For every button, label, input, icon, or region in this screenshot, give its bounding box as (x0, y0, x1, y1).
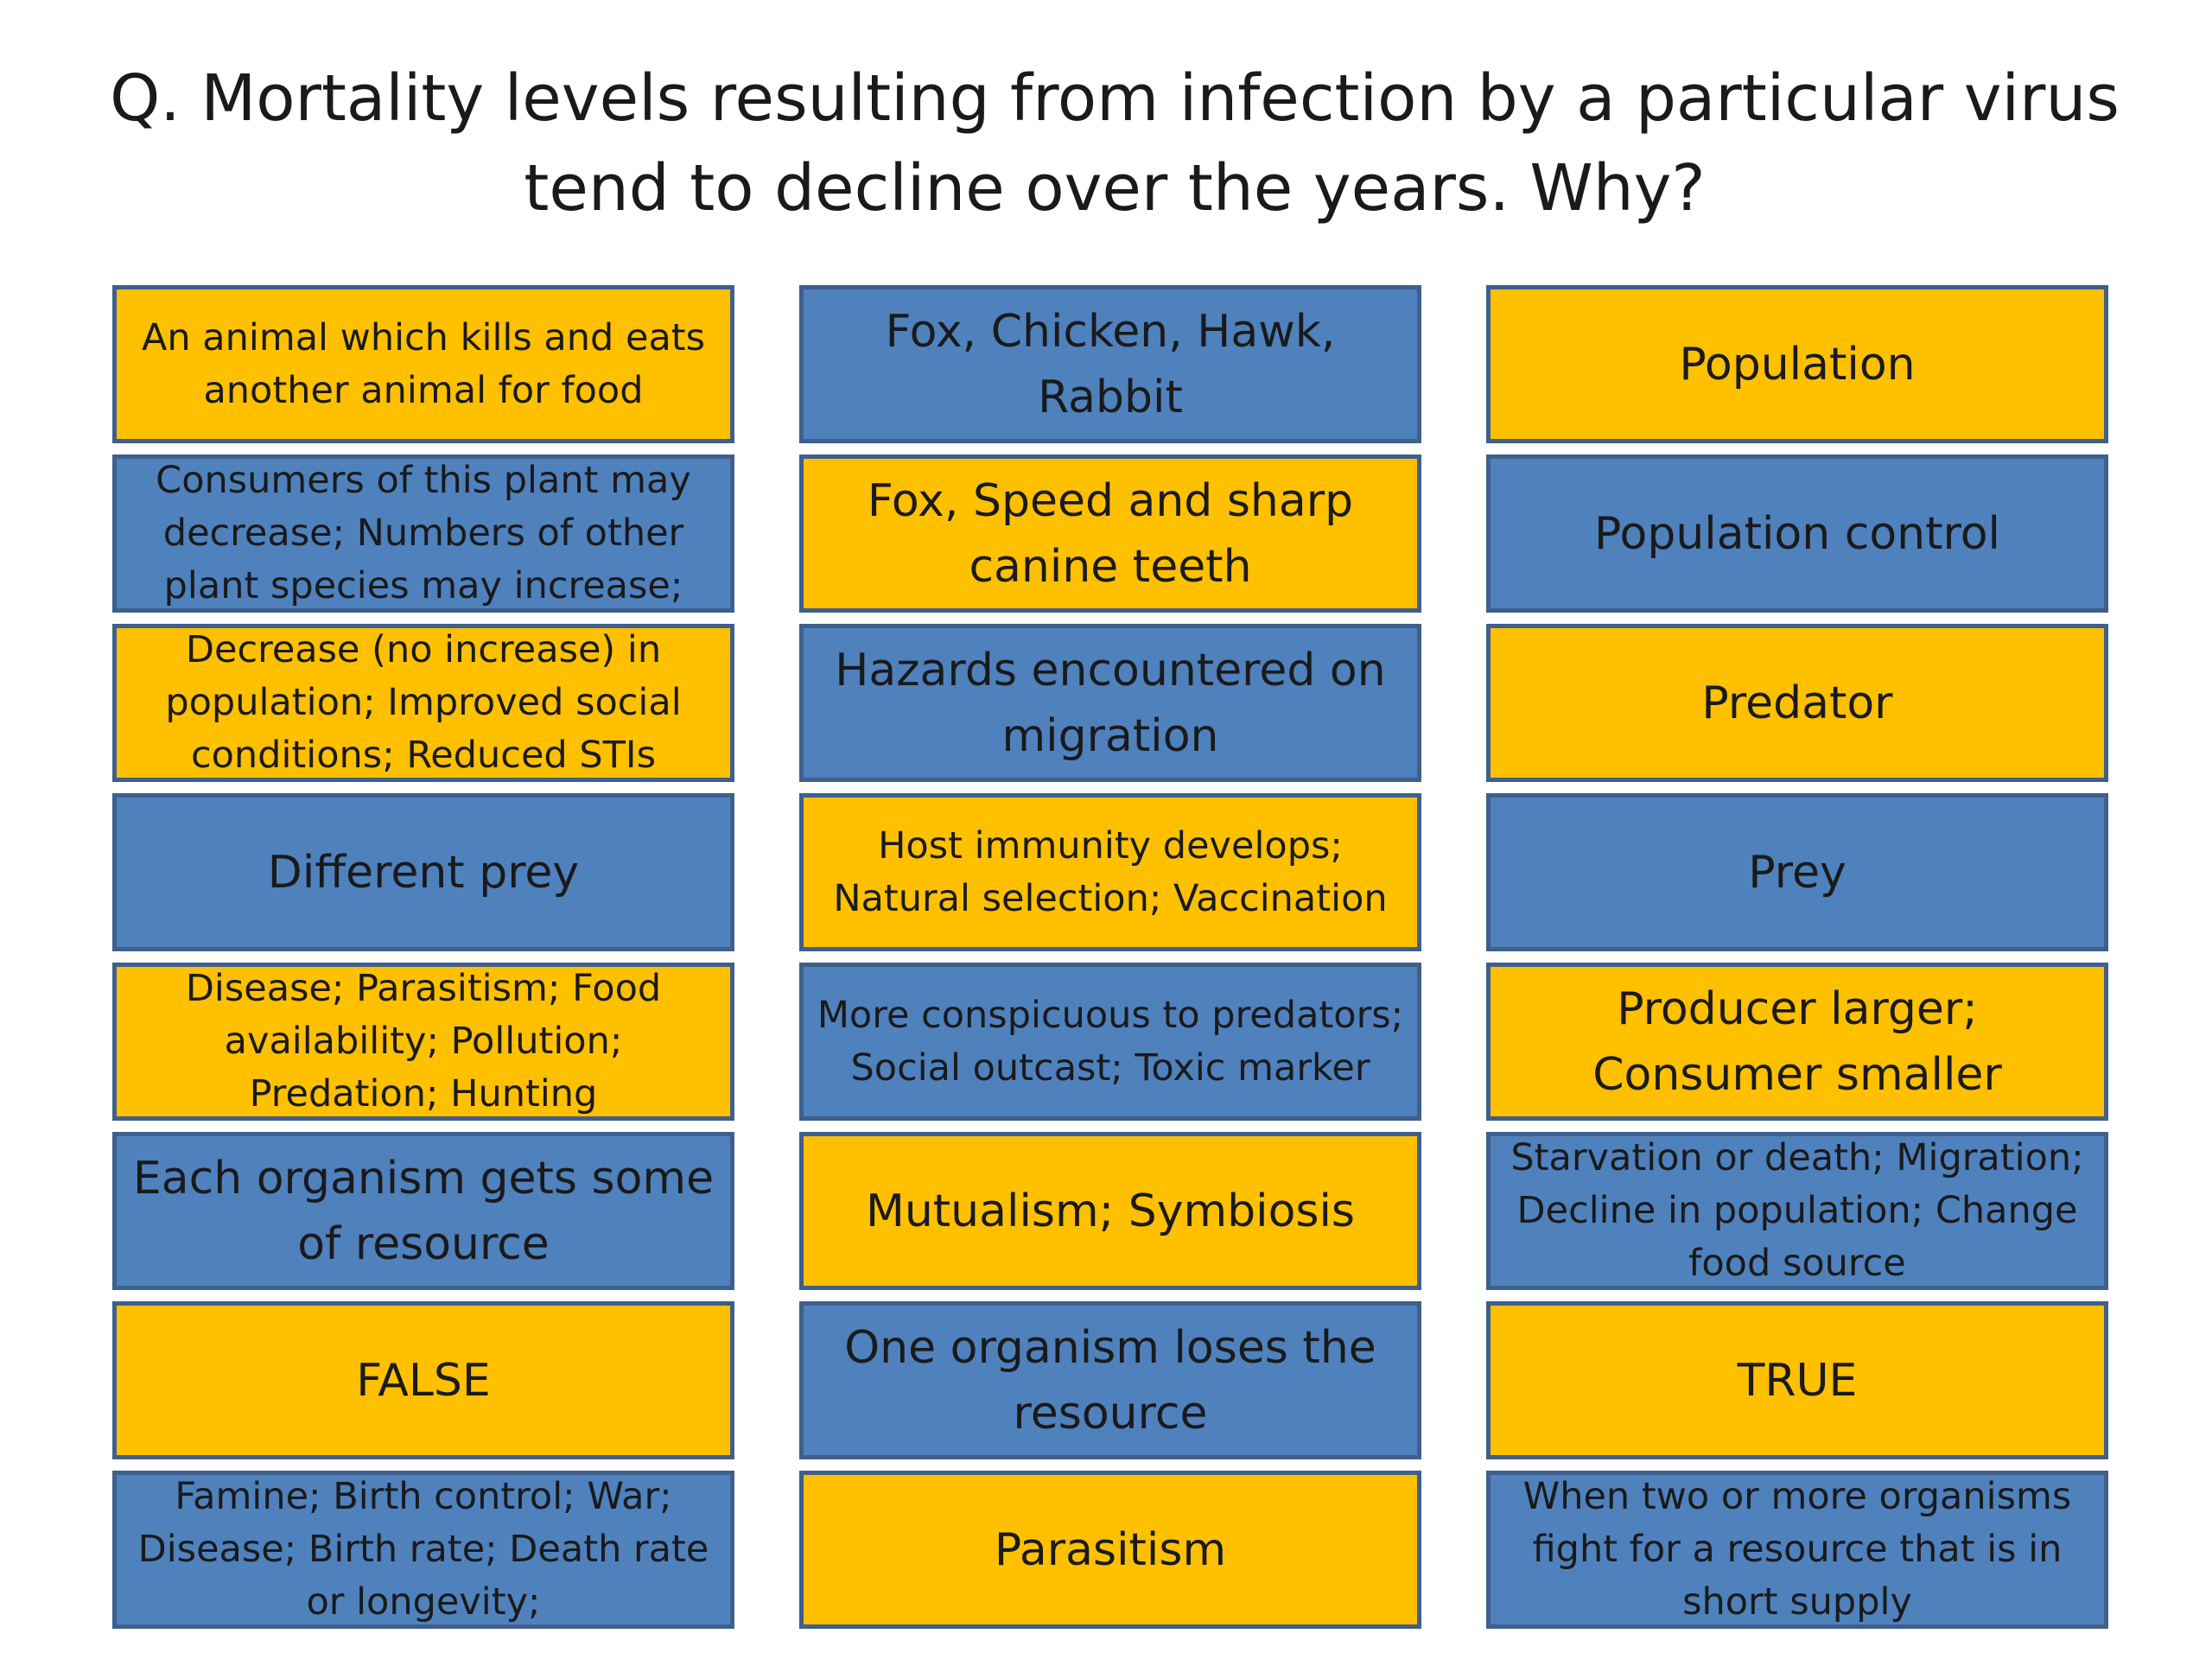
answer-card-text: Disease; Parasitism; Food availability; … (185, 967, 662, 1116)
answer-card[interactable]: Famine; Birth control; War; Disease; Bir… (112, 1471, 734, 1629)
question-title: Q. Mortality levels resulting from infec… (110, 61, 2120, 226)
answer-card-text: Predator (1701, 677, 1893, 729)
answer-card-text: FALSE (356, 1354, 491, 1407)
answer-card[interactable]: Parasitism (799, 1471, 1421, 1629)
answer-card-text: One organism loses the resource (844, 1321, 1376, 1440)
answer-card-text: Hazards encountered on migration (835, 644, 1386, 762)
answer-card-text: More conspicuous to predators; Social ou… (817, 993, 1404, 1090)
answer-grid: An animal which kills and eats another a… (112, 285, 2108, 1629)
answer-card-text: Fox, Speed and sharp canine teeth (867, 474, 1354, 593)
answer-card[interactable]: Population control (1486, 454, 2108, 613)
answer-card-text: Famine; Birth control; War; Disease; Bir… (137, 1475, 709, 1624)
answer-card-text: Host immunity develops; Natural selectio… (833, 823, 1388, 920)
answer-card[interactable]: Consumers of this plant may decrease; Nu… (112, 454, 734, 613)
answer-card[interactable]: Decrease (no increase) in population; Im… (112, 624, 734, 782)
answer-card[interactable]: TRUE (1486, 1301, 2108, 1459)
answer-card-text: Decrease (no increase) in population; Im… (165, 628, 682, 777)
answer-card[interactable]: Fox, Speed and sharp canine teeth (799, 454, 1421, 613)
answer-card[interactable]: Mutualism; Symbiosis (799, 1132, 1421, 1290)
answer-card[interactable]: Predator (1486, 624, 2108, 782)
answer-card[interactable]: Starvation or death; Migration; Decline … (1486, 1132, 2108, 1290)
answer-card-text: TRUE (1737, 1354, 1858, 1407)
answer-card[interactable]: More conspicuous to predators; Social ou… (799, 963, 1421, 1121)
answer-card-text: Fox, Chicken, Hawk, Rabbit (885, 305, 1336, 423)
answer-card[interactable]: An animal which kills and eats another a… (112, 285, 734, 443)
answer-card-text: Mutualism; Symbiosis (865, 1185, 1356, 1237)
answer-card-text: Population control (1594, 507, 2000, 560)
answer-card[interactable]: When two or more organisms fight for a r… (1486, 1471, 2108, 1629)
answer-card[interactable]: Different prey (112, 793, 734, 951)
answer-card[interactable]: Producer larger; Consumer smaller (1486, 963, 2108, 1121)
answer-card[interactable]: Host immunity develops; Natural selectio… (799, 793, 1421, 951)
answer-card[interactable]: FALSE (112, 1301, 734, 1459)
answer-card[interactable]: Population (1486, 285, 2108, 443)
answer-card-text: Consumers of this plant may decrease; Nu… (156, 459, 691, 607)
answer-card-text: Starvation or death; Migration; Decline … (1510, 1136, 2084, 1285)
answer-card[interactable]: Disease; Parasitism; Food availability; … (112, 963, 734, 1121)
answer-card-text: Prey (1748, 846, 1847, 899)
answer-card-text: Different prey (267, 846, 580, 899)
answer-card-text: Each organism gets some of resource (132, 1152, 715, 1270)
answer-card[interactable]: Prey (1486, 793, 2108, 951)
answer-card-text: Parasitism (994, 1523, 1227, 1576)
answer-card-text: When two or more organisms fight for a r… (1522, 1475, 2072, 1624)
answer-card[interactable]: One organism loses the resource (799, 1301, 1421, 1459)
answer-card[interactable]: Fox, Chicken, Hawk, Rabbit (799, 285, 1421, 443)
answer-card-text: An animal which kills and eats another a… (141, 315, 706, 412)
answer-card-text: Producer larger; Consumer smaller (1592, 982, 2002, 1101)
answer-card-text: Population (1679, 338, 1916, 391)
answer-card[interactable]: Hazards encountered on migration (799, 624, 1421, 782)
answer-card[interactable]: Each organism gets some of resource (112, 1132, 734, 1290)
